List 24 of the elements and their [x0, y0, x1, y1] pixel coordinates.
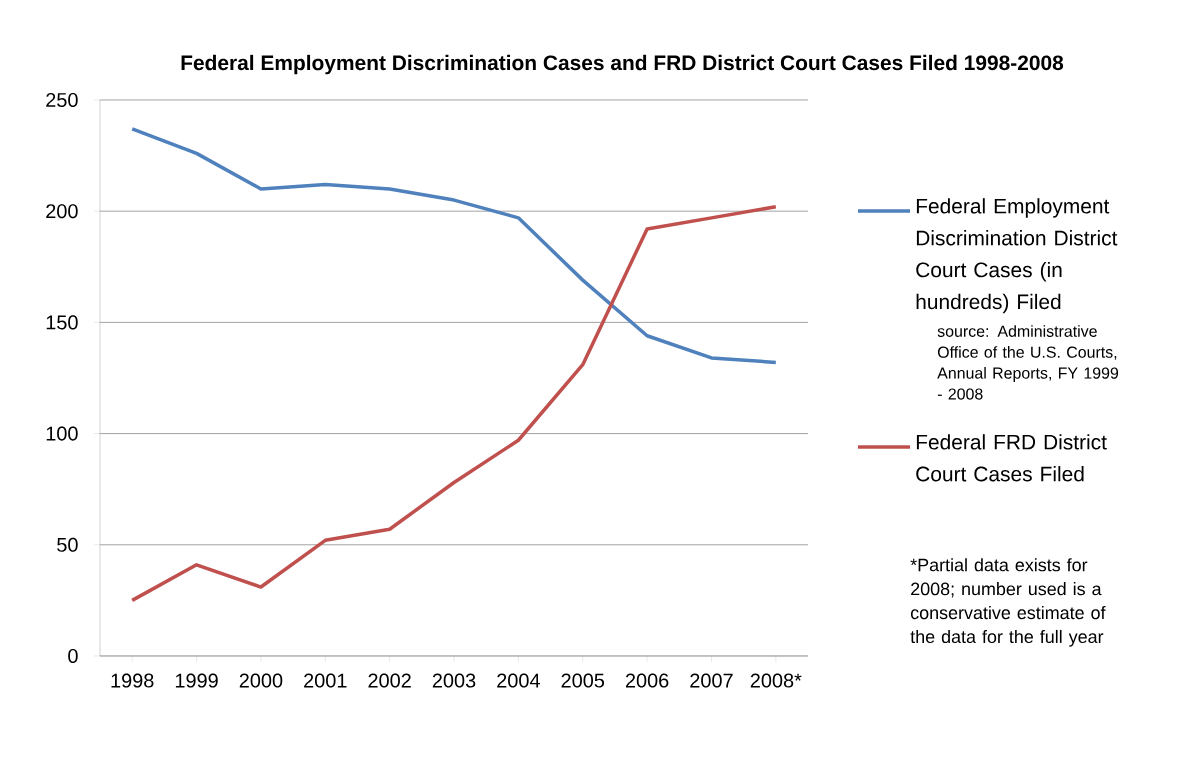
x-tick-label: 2007	[690, 673, 733, 688]
x-tick-label: 2004	[497, 673, 540, 688]
y-tick-label: 50	[57, 537, 78, 552]
x-tick-label: 2003	[432, 673, 476, 688]
x-tick-label: 2005	[561, 673, 605, 688]
chart-title: Federal Employment Discrimination Cases and FRD District Court Cases Filed 1998-2008	[181, 54, 1064, 75]
y-tick-label: 250	[46, 92, 78, 108]
x-tick-label: 1999	[175, 673, 218, 688]
legend-label: Federal Employment Discrimination District Court Cases (in hundreds) Filed	[916, 198, 1118, 314]
x-tick-label: 2001	[304, 673, 347, 688]
source-note: source: Administrative Office of the U.S. Courts, Annual Reports, FY 1999 - 2008	[937, 325, 1119, 400]
legend-label: Federal FRD District Court Cases Filed	[916, 434, 1107, 482]
y-tick-label: 150	[46, 315, 78, 330]
line-series	[130, 204, 778, 603]
x-tick-label: 2002	[368, 673, 411, 688]
x-tick-label: 2000	[239, 673, 283, 688]
x-tick-label: 1998	[111, 673, 154, 688]
line-series	[130, 127, 778, 365]
y-tick-label: 100	[46, 426, 78, 441]
x-tick-label: 2008*	[750, 673, 802, 688]
x-tick-label: 2006	[625, 673, 669, 688]
y-tick-label: 200	[46, 204, 78, 219]
y-tick-label: 0	[68, 648, 78, 664]
text: *Partial data exists for 2008; number used is a conservative estimate of the data for the full year	[910, 558, 1106, 647]
